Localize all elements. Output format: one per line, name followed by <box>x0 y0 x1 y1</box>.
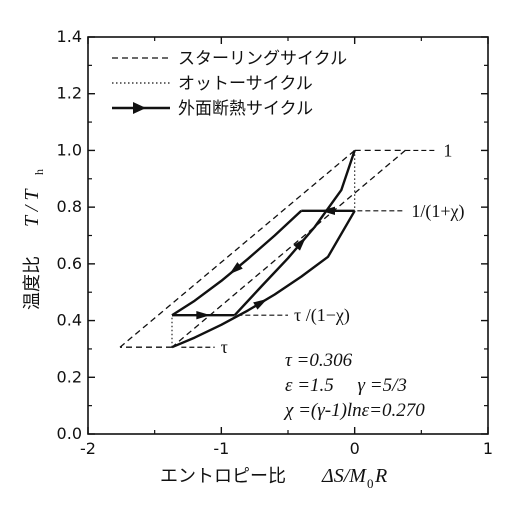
y-tick-labels: 0.0 0.2 0.4 0.6 0.8 1.0 1.2 1.4 <box>57 27 82 443</box>
y-axis-title: 温度比 T / T h <box>21 169 46 310</box>
reference-lines: 1 1/(1+χ) τ /(1−χ) τ <box>181 140 464 357</box>
x-axis-label-text: エントロピー比 <box>160 466 286 487</box>
y-axis-label-sub: h <box>32 169 46 175</box>
series-0-segment-3 <box>119 149 356 348</box>
legend-arrow-icon <box>133 102 146 114</box>
series-2-segment-0 <box>171 210 356 349</box>
direction-arrow-icon <box>293 237 306 251</box>
reference-label: τ /(1−χ) <box>294 305 350 326</box>
x-tick-label: 1 <box>483 439 493 458</box>
legend-label-stirling: スターリングサイクル <box>178 49 347 69</box>
reference-label: 1/(1+χ) <box>411 201 464 222</box>
legend-label-adiabatic: 外面断熱サイクル <box>178 99 313 119</box>
series-layer <box>119 149 406 349</box>
reference-label: 1 <box>443 140 452 160</box>
y-tick-label: 1.0 <box>57 140 82 159</box>
x-axis-title: エントロピー比 ΔS/M 0 R <box>160 465 387 491</box>
parameter-annotations: τ =0.306 ε =1.5 γ =5/3 χ =(γ-1)lnε=0.270 <box>283 350 425 421</box>
y-tick-label: 0.4 <box>57 311 82 330</box>
x-axis-label-math: ΔS/M <box>321 465 367 487</box>
direction-arrows <box>196 206 335 320</box>
x-axis-label-sub: 0 <box>367 476 374 491</box>
x-tick-labels: -2 -1 0 1 <box>80 439 493 458</box>
x-axis-label-tail: R <box>374 465 387 487</box>
series-0-segment-1 <box>171 149 406 348</box>
axis-ticks <box>87 36 489 435</box>
direction-arrow-icon <box>196 310 211 320</box>
x-tick-label: -1 <box>213 439 229 458</box>
annotation-chi: χ =(γ-1)lnε=0.270 <box>283 400 425 421</box>
annotation-tau: τ =0.306 <box>285 350 353 371</box>
y-tick-label: 1.4 <box>57 27 82 46</box>
x-tick-label: -2 <box>80 439 96 458</box>
annotation-eps-gamma: ε =1.5 γ =5/3 <box>285 375 407 396</box>
y-tick-label: 0.2 <box>57 367 82 386</box>
x-tick-label: 0 <box>350 439 360 458</box>
y-tick-label: 0.8 <box>57 197 82 216</box>
reference-label: τ <box>221 337 228 357</box>
y-axis-label-text: 温度比 <box>22 256 43 310</box>
y-tick-label: 0.0 <box>57 424 82 443</box>
direction-arrow-icon <box>321 206 335 216</box>
legend-label-otto: オットーサイクル <box>178 74 313 94</box>
legend: スターリングサイクル オットーサイクル 外面断熱サイクル <box>112 49 347 119</box>
direction-arrow-icon <box>253 298 268 310</box>
direction-arrow-icon <box>229 262 243 275</box>
series-2-segment-4 <box>233 150 356 317</box>
y-axis-label-math: T / T <box>21 188 43 227</box>
y-tick-label: 0.6 <box>57 254 82 273</box>
y-tick-label: 1.2 <box>57 84 82 103</box>
